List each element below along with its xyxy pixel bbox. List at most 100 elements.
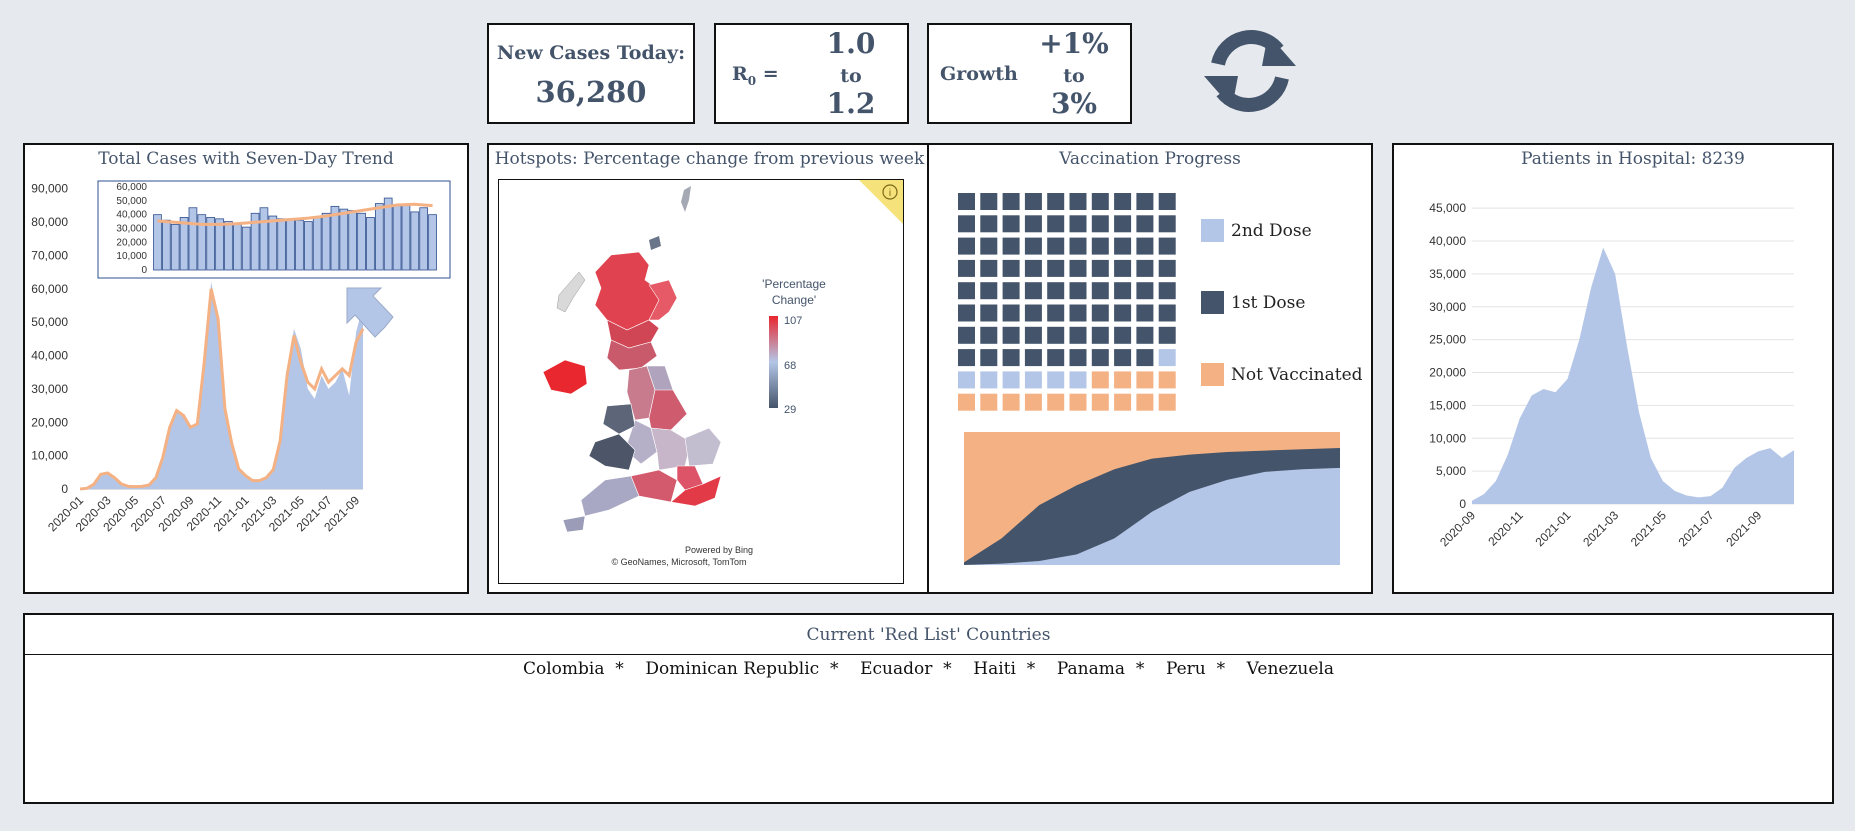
waffle-square-1st-dose [1047,259,1065,277]
inset-bar [161,219,171,271]
growth-label: Growth [940,63,1018,85]
waffle-square-1st-dose [980,282,998,300]
waffle-square-not-vaccinated [1091,393,1109,411]
waffle-square-1st-dose [980,193,998,210]
legend-label-2nd-dose: 2nd Dose [1231,221,1312,241]
uk-map[interactable]: 'Percentage Change' 107 68 29 Powered by… [499,180,903,583]
waffle-square-1st-dose [1114,326,1132,344]
inset-bar [206,217,216,271]
region-east-anglia[interactable] [684,427,722,467]
region-south-central[interactable] [630,469,678,503]
inset-bar [401,204,411,271]
series-daily-cases [80,282,363,489]
waffle-square-1st-dose [1047,349,1065,367]
waffle-square-1st-dose [1091,349,1109,367]
red-list-countries: Colombia * Dominican Republic * Ecuador … [522,659,1335,679]
waffle-square-1st-dose [958,349,975,367]
map-legend-title-2: Change' [772,293,816,307]
waffle-square-not-vaccinated [1047,393,1065,411]
inset-bar [383,197,393,271]
hospital-title: Patients in Hospital: 8239 [1521,149,1745,169]
waffle-square-1st-dose [980,326,998,344]
waffle-square-1st-dose [980,259,998,277]
inset-bar [419,207,429,271]
waffle-square-1st-dose [1158,193,1176,210]
region-scotland-east[interactable] [648,279,678,321]
waffle-square-1st-dose [980,215,998,233]
waffle-square-1st-dose [1047,237,1065,255]
region-orkney[interactable] [649,236,661,250]
region-midlands-east[interactable] [650,427,692,471]
series-patients-in-hospital [1472,247,1794,504]
r-number-box: R0 = 1.0 to 1.2 [714,23,909,124]
r-number-to: to [840,65,862,87]
hotspots-title: Hotspots: Percentage change from previou… [494,149,925,169]
y-tick-label: 70,000 [31,248,68,262]
y-tick-label: 10,000 [31,449,68,463]
waffle-square-1st-dose [1002,326,1020,344]
waffle-square-1st-dose [1002,259,1020,277]
waffle-square-1st-dose [1091,326,1109,344]
waffle-square-not-vaccinated [1158,393,1176,411]
waffle-square-1st-dose [1047,193,1065,210]
waffle-square-1st-dose [1069,237,1087,255]
waffle-square-1st-dose [1136,237,1154,255]
region-shetland[interactable] [681,186,691,212]
region-south-east[interactable] [670,475,722,507]
waffle-square-1st-dose [1114,215,1132,233]
region-wales-north[interactable] [602,403,636,435]
svg-text:i: i [889,188,891,199]
y-tick-label: 80,000 [31,215,68,229]
waffle-square-1st-dose [1114,349,1132,367]
info-icon[interactable] [882,184,898,200]
region-hebrides[interactable] [556,271,586,313]
r-number-label: R0 = [732,63,779,88]
inset-bar [153,214,162,271]
x-tick-label: 2021-09 [1723,508,1764,549]
waffle-square-1st-dose [1002,237,1020,255]
new-cases-label: New Cases Today: [496,42,686,64]
total-cases-panel: Total Cases with Seven-Day Trend 0 10,000… [23,143,469,594]
waffle-square-1st-dose [1002,282,1020,300]
waffle-square-1st-dose [1069,326,1087,344]
inset-bar [197,214,207,271]
region-wales-south[interactable] [588,433,636,471]
y-tick-label: 45,000 [1429,201,1466,215]
waffle-square-1st-dose [1024,259,1042,277]
y-tick-label: 60,000 [31,282,68,296]
legend-swatch-not-vaccinated [1201,363,1224,386]
region-yorkshire[interactable] [648,389,688,431]
region-northern-ireland[interactable] [542,359,588,395]
inset-bar [312,217,322,271]
waffle-square-1st-dose [1158,237,1176,255]
inset-y-tick-label: 0 [141,265,147,276]
waffle-square-2nd-dose [958,371,975,389]
waffle-square-1st-dose [1091,304,1109,322]
waffle-square-2nd-dose [1002,371,1020,389]
hospital-panel: Patients in Hospital: 8239 0 5,000 10,000 1… [1392,143,1834,594]
region-south-west[interactable] [580,475,640,517]
map-legend-min: 29 [784,404,796,416]
waffle-square-1st-dose [1091,237,1109,255]
red-list-panel: Current 'Red List' Countries Colombia * … [23,613,1834,804]
waffle-square-1st-dose [1114,304,1132,322]
waffle-square-not-vaccinated [1136,371,1154,389]
y-tick-label: 20,000 [1429,366,1466,380]
region-scotland-south[interactable] [606,339,658,371]
waffle-square-1st-dose [1136,259,1154,277]
region-cornwall[interactable] [562,515,586,533]
waffle-square-1st-dose [1091,215,1109,233]
inset-bar [259,207,269,271]
waffle-square-1st-dose [1091,193,1109,210]
waffle-square-not-vaccinated [1002,393,1020,411]
waffle-square-1st-dose [1069,349,1087,367]
waffle-square-1st-dose [980,304,998,322]
waffle-square-not-vaccinated [1114,371,1132,389]
total-cases-chart: 0 10,000 20,000 30,000 40,000 50,000 60,000 70,… [31,180,451,534]
refresh-button[interactable] [1200,26,1300,116]
waffle-square-not-vaccinated [958,393,975,411]
waffle-square-not-vaccinated [1091,371,1109,389]
waffle-square-1st-dose [1136,326,1154,344]
info-corner[interactable]: i [859,180,903,224]
map-frame[interactable]: i [498,179,904,584]
